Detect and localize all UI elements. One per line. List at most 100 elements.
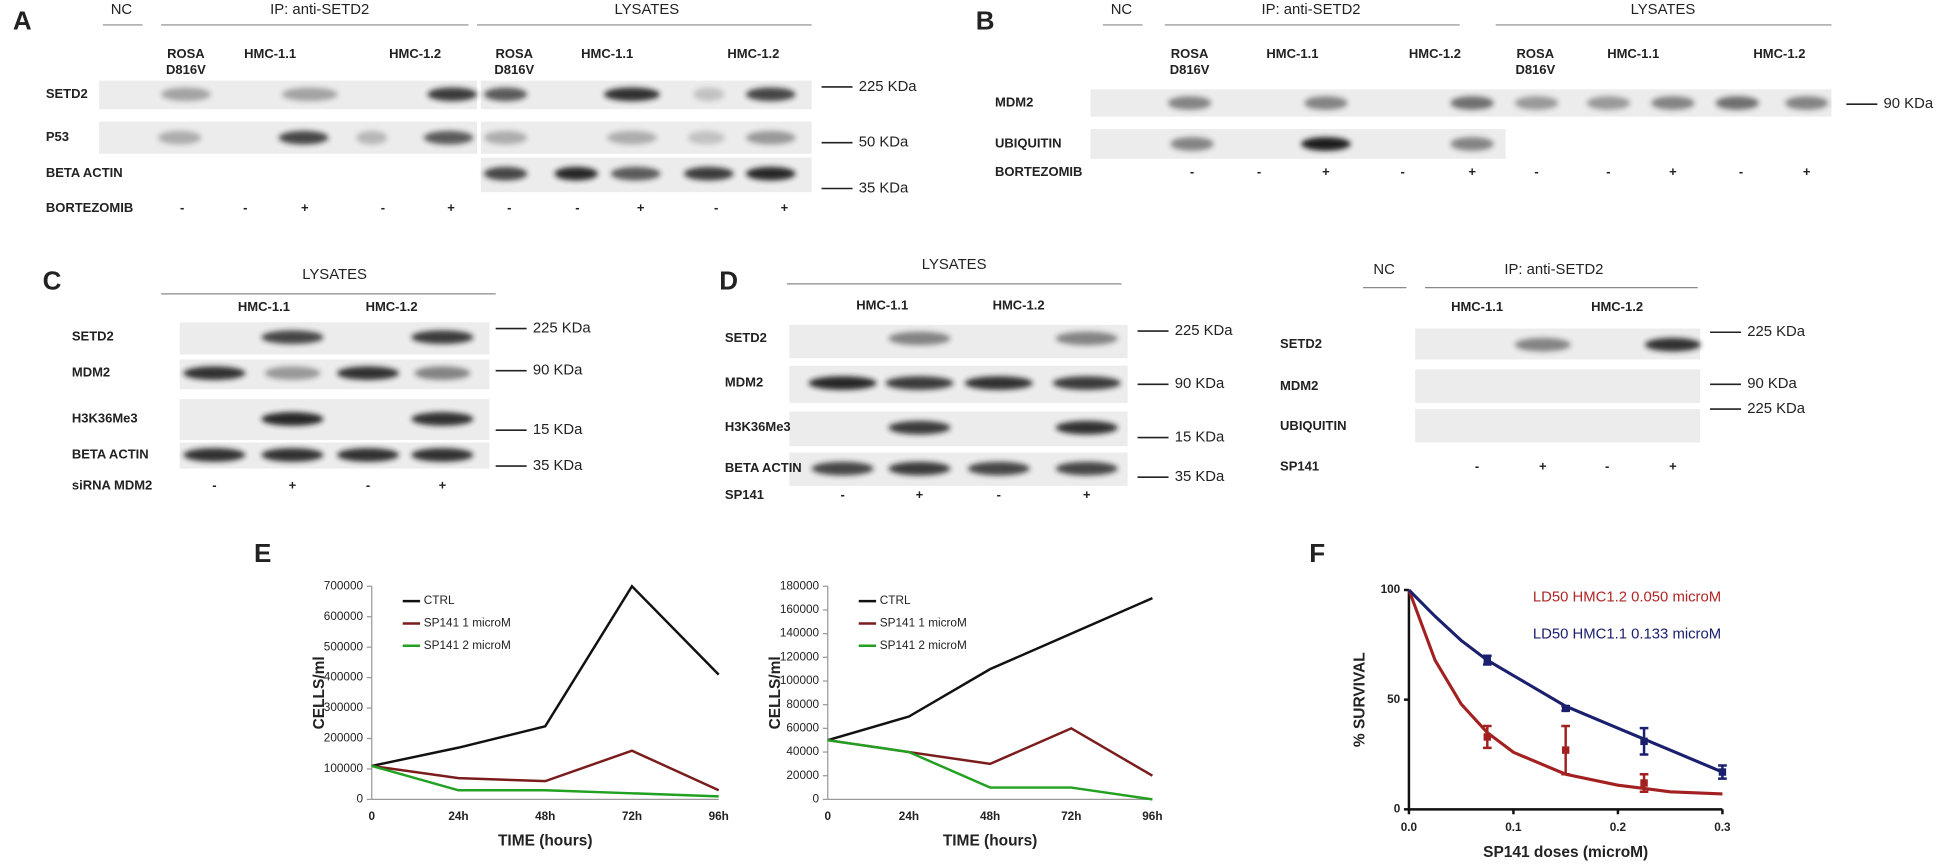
blot-band [356, 130, 388, 145]
blot-band [684, 166, 734, 181]
x-tick-label: 0.3 [1714, 821, 1731, 834]
marker-label: 15 KDa [533, 422, 583, 438]
blot-band [483, 130, 528, 145]
blot-header: LYSATES [302, 267, 367, 283]
point [1561, 704, 1570, 713]
marker-label: 90 KDa [533, 363, 583, 379]
treatment-label: siRNA MDM2 [72, 477, 152, 492]
y-tick-label: 0 [1394, 802, 1401, 815]
fit-curve [1407, 588, 1724, 774]
blot-band [1167, 96, 1212, 110]
panel-letter: F [1309, 538, 1325, 568]
lane-label: HMC-1.2 [389, 46, 441, 61]
blot-band [483, 87, 528, 102]
blot-band [337, 448, 400, 462]
y-axis-title: CELLS/ml [311, 656, 328, 729]
blot-band [610, 166, 661, 181]
x-tick-label: 0 [368, 810, 375, 823]
row-label: SETD2 [46, 86, 88, 101]
lane-label: HMC-1.2 [993, 298, 1045, 313]
legend-label: CTRL [424, 594, 455, 607]
blot-band [687, 130, 725, 145]
treatment-sign: + [301, 200, 309, 215]
panel-letter: D [719, 266, 738, 296]
panel-letter: A [13, 5, 32, 35]
blot-band [1651, 96, 1695, 110]
treatment-label: SP141 [1280, 459, 1319, 474]
treatment-sign: - [507, 200, 511, 215]
y-tick-label: 100 [1381, 583, 1401, 596]
treatment-sign: + [289, 477, 297, 492]
x-tick-label: 96h [1142, 810, 1162, 823]
blot-band [1304, 96, 1348, 110]
lane-label: HMC-1.2 [727, 46, 779, 61]
treatment-sign: + [1322, 164, 1330, 179]
row-label: MDM2 [725, 374, 763, 389]
blot-header: LYSATES [1631, 2, 1696, 18]
treatment-sign: - [1257, 164, 1261, 179]
row-label: MDM2 [72, 365, 110, 380]
marker-label: 90 KDa [1884, 96, 1934, 112]
treatment-sign: + [447, 200, 455, 215]
blot-band [1644, 337, 1701, 352]
treatment-sign: - [1401, 164, 1405, 179]
treatment-sign: + [1539, 459, 1547, 474]
blot-band [183, 448, 246, 462]
x-tick-label: 24h [899, 810, 919, 823]
blot-band [1586, 96, 1631, 110]
y-tick-label: 140000 [780, 627, 820, 640]
blot-band [967, 461, 1030, 476]
x-tick-label: 0 [824, 810, 831, 823]
fit-curve [1407, 589, 1723, 796]
treatment-sign: - [840, 487, 844, 502]
treatment-sign: - [1190, 164, 1194, 179]
lane-label: D816V [1515, 62, 1555, 77]
blot-band [885, 376, 954, 390]
row-label: P53 [46, 129, 69, 144]
blot-band [1055, 420, 1118, 435]
y-tick-label: 0 [357, 793, 364, 806]
y-tick-label: 40000 [786, 745, 819, 758]
y-axis-title: CELLS/ml [767, 656, 784, 729]
blot-band [1052, 376, 1121, 390]
blot-header: NC [111, 2, 133, 18]
blot-strip [1090, 129, 1506, 159]
blot-band [888, 331, 951, 346]
blot-band [161, 87, 211, 102]
treatment-sign: - [366, 477, 370, 492]
blot-band [264, 366, 321, 380]
point [1640, 779, 1648, 787]
panel-letter: C [43, 266, 62, 296]
x-tick-label: 24h [448, 810, 468, 823]
legend-label: SP141 1 microM [880, 617, 967, 630]
treatment-sign: + [439, 477, 447, 492]
legend-label: SP141 1 microM [424, 617, 511, 630]
x-tick-label: 0.2 [1610, 821, 1627, 834]
marker-label: 90 KDa [1175, 376, 1225, 392]
point [1561, 746, 1570, 754]
y-tick-label: 0 [813, 793, 820, 806]
series-line [371, 584, 720, 768]
panel-letter: E [254, 538, 271, 568]
marker-label: 225 KDa [1175, 323, 1234, 339]
series-line [827, 738, 1153, 801]
legend-label: SP141 2 microM [880, 639, 967, 652]
row-label: MDM2 [995, 94, 1033, 109]
series-line [371, 764, 719, 798]
row-label: UBIQUITIN [995, 135, 1061, 150]
treatment-sign: - [1605, 459, 1609, 474]
x-axis-title: TIME (hours) [943, 833, 1038, 850]
x-tick-label: 48h [980, 810, 1000, 823]
row-label: H3K36Me3 [72, 410, 138, 425]
blot-band [1514, 337, 1571, 352]
treatment-sign: + [1669, 459, 1677, 474]
treatment-label: SP141 [725, 487, 764, 502]
row-label: BETA ACTIN [725, 460, 802, 475]
lane-label: HMC-1.1 [1266, 46, 1318, 61]
blot-header: LYSATES [922, 257, 987, 273]
blot-band [411, 330, 474, 345]
blot-band [745, 130, 796, 145]
y-tick-label: 100000 [324, 762, 364, 775]
lane-label: HMC-1.1 [1451, 299, 1503, 314]
